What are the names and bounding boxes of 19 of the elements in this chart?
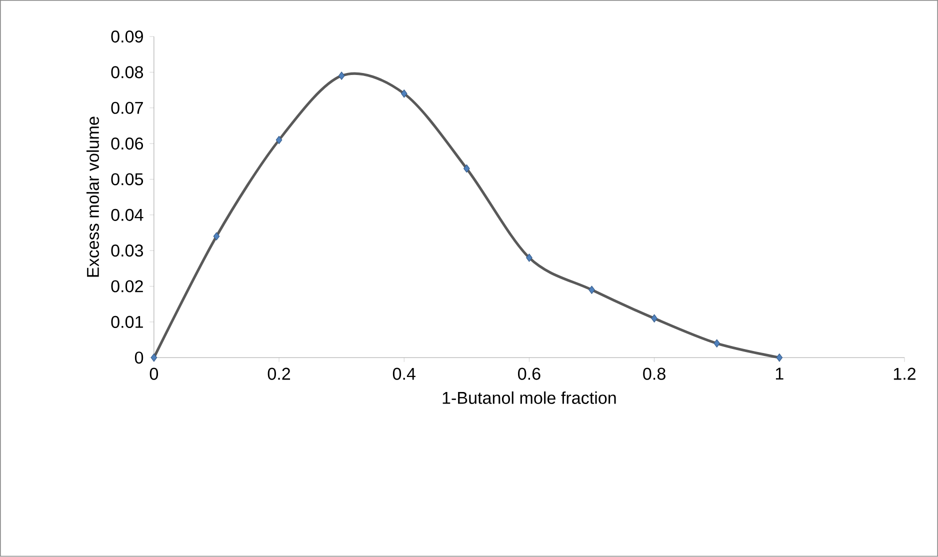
y-tick-label: 0.05 (111, 173, 144, 186)
y-tick-label: 0.08 (111, 66, 144, 78)
x-tick-label: 1 (776, 368, 784, 380)
y-tick-label: 0.03 (111, 244, 144, 257)
x-tick-label: 0 (150, 368, 158, 380)
x-tick-label: 0.6 (518, 368, 540, 380)
x-tick-label: 0.2 (268, 368, 290, 380)
y-axis-title: Excess molar volume (86, 116, 99, 277)
y-tick-label: 0 (134, 352, 144, 364)
y-tick-label: 0.06 (111, 138, 144, 150)
y-tick-label: 0.01 (111, 316, 143, 328)
y-tick-label: 0.09 (111, 30, 143, 43)
x-tick-label: 1.2 (894, 368, 916, 380)
x-tick-label: 0.8 (643, 368, 666, 380)
x-tick-label: 0.4 (392, 368, 416, 380)
x-axis-title: 1-Butanol mole fraction (442, 392, 616, 404)
y-tick-label: 0.07 (111, 102, 143, 114)
y-tick-label: 0.02 (111, 280, 143, 292)
y-tick-label: 0.04 (111, 209, 144, 222)
